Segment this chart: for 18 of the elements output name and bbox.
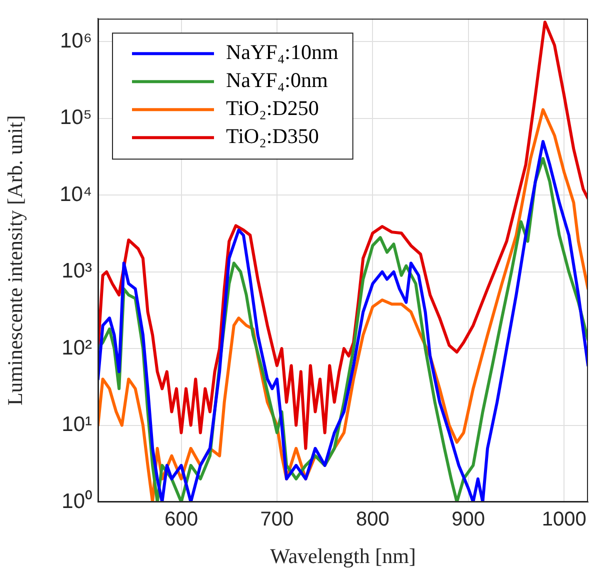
y-tick-label: 10² bbox=[62, 336, 92, 360]
y-tick-label: 10¹ bbox=[62, 413, 92, 436]
y-axis-title: Luminescente intensity [Arb. unit] bbox=[3, 115, 28, 406]
legend-label: TiO₂:D350 bbox=[226, 124, 319, 148]
y-tick-label: 10⁰ bbox=[62, 490, 92, 513]
y-tick-label: 10⁴ bbox=[60, 182, 92, 206]
x-axis-title: Wavelength [nm] bbox=[270, 544, 416, 568]
legend-label: TiO₂:D250 bbox=[226, 96, 319, 120]
legend-label: NaYF₄:0nm bbox=[226, 68, 328, 92]
y-tick-label: 10³ bbox=[62, 260, 92, 283]
x-tick-label: 800 bbox=[356, 508, 390, 531]
y-tick-label: 10⁶ bbox=[60, 29, 92, 52]
legend-label: NaYF₄:10nm bbox=[226, 40, 338, 64]
x-tick-label: 600 bbox=[164, 508, 198, 531]
y-tick-label: 10⁵ bbox=[60, 106, 92, 130]
x-tick-label: 700 bbox=[260, 508, 294, 531]
x-tick-label: 900 bbox=[452, 508, 486, 531]
x-tick-label: 1000 bbox=[542, 508, 586, 531]
